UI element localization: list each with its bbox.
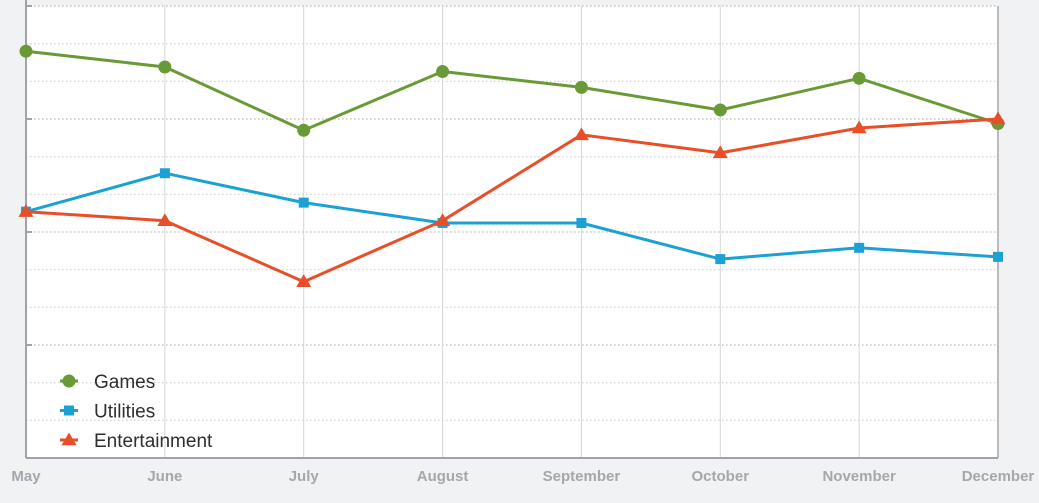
data-point-games [436, 65, 450, 79]
x-tick-label: August [417, 468, 469, 485]
legend-label-games: Games [94, 372, 155, 393]
legend-marker-entertainment [61, 432, 77, 446]
data-point-games [713, 103, 727, 117]
legend-label-entertainment: Entertainment [94, 431, 213, 452]
data-point-utilities [298, 197, 309, 208]
data-point-utilities [715, 254, 726, 265]
plot-area [26, 6, 998, 458]
legend: Games Utilities Entertainment [60, 372, 213, 452]
x-tick-label: October [692, 468, 750, 485]
x-tick-label: June [147, 468, 182, 485]
x-tick-label: September [543, 468, 621, 485]
legend-marker-games [62, 374, 76, 388]
data-point-entertainment [435, 213, 451, 226]
data-point-entertainment [712, 145, 728, 159]
legend-label-utilities: Utilities [94, 402, 155, 423]
data-point-utilities [854, 242, 865, 253]
x-tick-label: December [962, 468, 1035, 485]
data-point-entertainment [990, 111, 1006, 125]
series-line-entertainment [25, 117, 999, 284]
data-point-utilities [576, 217, 587, 228]
data-point-games [297, 123, 311, 137]
data-point-entertainment [851, 120, 867, 134]
series-line-games [25, 49, 999, 132]
data-point-games [158, 60, 172, 74]
data-point-entertainment [296, 274, 312, 287]
data-point-entertainment [573, 127, 589, 141]
data-point-games [19, 44, 33, 58]
data-point-utilities [993, 251, 1003, 262]
data-point-utilities [159, 168, 170, 179]
data-point-games [852, 71, 866, 85]
x-tick-label: November [822, 468, 896, 485]
data-point-games [574, 80, 588, 94]
data-point-entertainment [18, 204, 34, 217]
legend-marker-utilities [64, 405, 74, 416]
x-tick-label: July [289, 468, 320, 485]
data-point-entertainment [157, 213, 173, 226]
x-tick-label: May [11, 468, 41, 485]
series-line-utilities [25, 171, 999, 261]
